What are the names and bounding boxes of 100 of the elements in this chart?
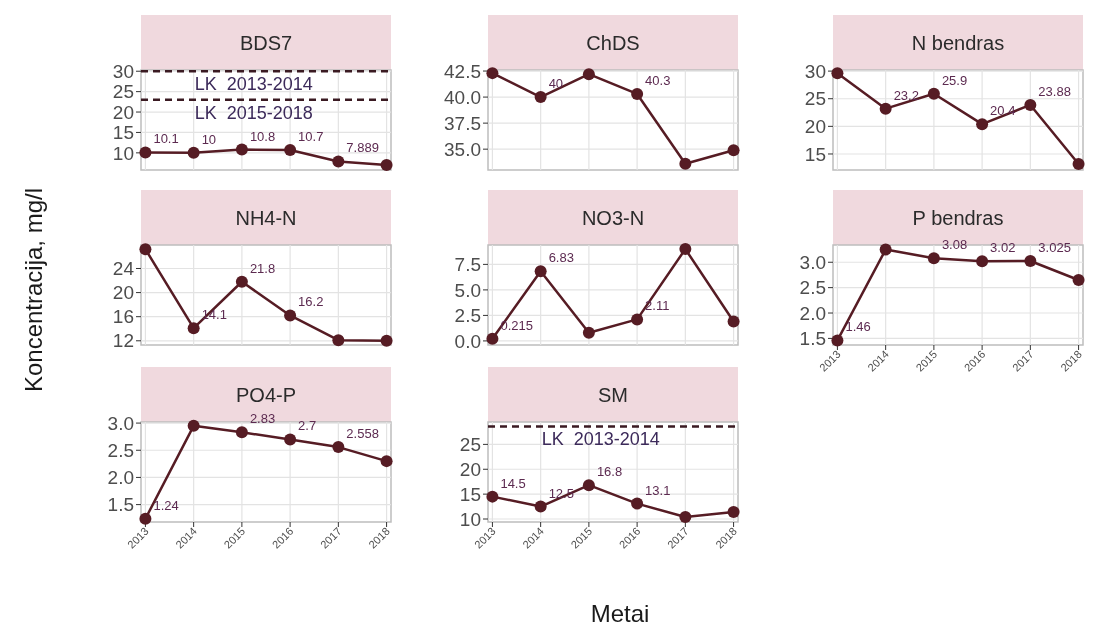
point (187, 419, 200, 432)
line-series (486, 243, 740, 345)
point (631, 313, 644, 326)
ref-line-label: LK 2013-2014 (541, 429, 660, 450)
y-tick-label: 15 (459, 483, 481, 505)
point (831, 67, 844, 80)
point (1024, 98, 1037, 111)
point (486, 490, 499, 503)
y-tick-label: 20 (112, 101, 134, 123)
point (534, 500, 547, 513)
point (679, 243, 692, 256)
y-tick-label: 3.0 (799, 251, 826, 273)
data-label: 23.88 (1038, 83, 1071, 99)
point (727, 144, 740, 157)
y-tick-label: 1.5 (107, 494, 134, 516)
data-label: 23.2 (893, 87, 919, 103)
data-label: 21.8 (249, 260, 276, 276)
data-label: 2.7 (298, 418, 317, 434)
data-label: 6.83 (548, 250, 574, 266)
ref-line-label: LK 2015-2018 (194, 102, 313, 123)
y-tick-label: 25 (804, 88, 826, 110)
point (727, 315, 740, 328)
point (235, 275, 248, 288)
data-label: 1.46 (845, 319, 871, 335)
y-tick-label: 2.0 (799, 302, 826, 324)
y-tick-label: 15 (804, 143, 826, 165)
line-series (831, 67, 1085, 170)
data-label: 12.5 (548, 485, 574, 501)
point (332, 155, 345, 168)
chart-title: N bendras (911, 31, 1005, 54)
point (679, 157, 692, 170)
y-tick-label: 2.5 (107, 439, 134, 461)
y-tick-label: 37.5 (444, 112, 481, 134)
data-label: 40 (548, 76, 564, 92)
point (235, 143, 248, 156)
point (582, 326, 595, 339)
point (380, 159, 393, 172)
point (139, 512, 152, 525)
point (380, 455, 393, 468)
data-label: 10.8 (249, 128, 276, 144)
point (631, 497, 644, 510)
point (927, 87, 940, 100)
y-tick-label: 1.5 (799, 328, 826, 350)
data-label: 3.025 (1038, 239, 1071, 255)
y-tick-label: 3.0 (107, 412, 134, 434)
line-series (486, 67, 740, 170)
data-label: 14.5 (500, 475, 526, 491)
y-tick-label: 2.5 (454, 305, 481, 327)
y-tick-label: 0.0 (454, 330, 481, 352)
chart-title: ChDS (586, 31, 640, 54)
point (284, 144, 297, 156)
point (139, 146, 152, 159)
y-tick-label: 10 (459, 508, 481, 530)
y-tick-label: 24 (112, 258, 135, 280)
x-axis-title: Metai (590, 600, 650, 627)
y-tick-label: 20 (804, 116, 826, 137)
y-tick-label: 15 (112, 122, 134, 144)
data-label: 0.215 (500, 317, 533, 333)
data-label: 13.1 (645, 482, 671, 498)
point (679, 511, 692, 524)
point (486, 67, 499, 80)
y-tick-label: 40.0 (444, 86, 481, 108)
point (631, 87, 644, 100)
point (582, 68, 595, 81)
point (976, 118, 989, 131)
data-label: 10 (201, 131, 217, 147)
y-tick-label: 7.5 (454, 254, 481, 276)
point (332, 334, 345, 347)
data-label: 2.83 (249, 411, 276, 427)
data-label: 10.7 (298, 129, 324, 144)
y-tick-label: 25 (112, 81, 134, 103)
point (380, 334, 393, 347)
point (534, 265, 547, 278)
y-axis-title: Koncentracija, mg/l (20, 187, 47, 393)
y-tick-label: 20 (112, 282, 134, 304)
point (332, 441, 345, 454)
y-tick-label: 16 (112, 306, 134, 328)
chart-title: PO4-P (235, 383, 297, 406)
point (927, 252, 940, 265)
point (187, 322, 200, 335)
data-label: 7.889 (346, 140, 379, 156)
y-tick-label: 20 (459, 458, 481, 480)
point (534, 91, 547, 104)
data-label: 3.02 (990, 240, 1016, 256)
point (187, 146, 200, 159)
point (1072, 157, 1085, 170)
chart-title: NH4-N (235, 206, 297, 229)
y-tick-label: 30 (112, 60, 134, 82)
data-label: 20.4 (990, 103, 1016, 119)
ref-line-label: LK 2013-2014 (194, 74, 313, 95)
point (235, 426, 248, 439)
point (486, 332, 499, 345)
data-label: 25.9 (941, 72, 968, 88)
chart-title: P bendras (912, 206, 1004, 229)
y-tick-label: 12 (112, 330, 134, 352)
chart-title: SM (598, 383, 628, 406)
chart-title: NO3-N (581, 206, 645, 229)
y-tick-label: 30 (804, 60, 826, 82)
point (976, 255, 989, 268)
point (284, 433, 297, 446)
